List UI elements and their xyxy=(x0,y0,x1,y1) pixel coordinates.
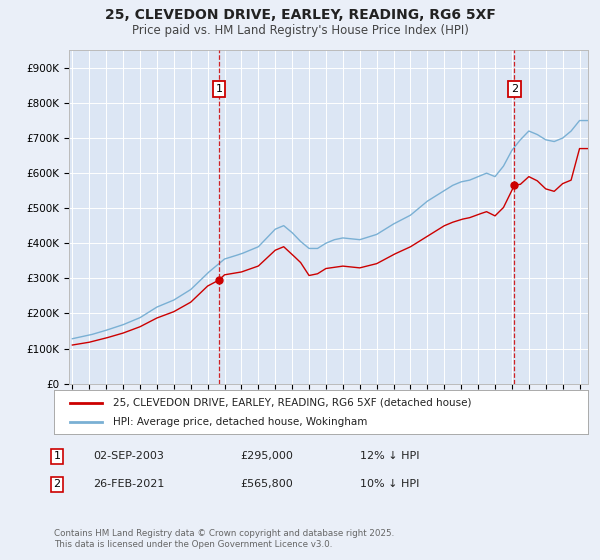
Text: Price paid vs. HM Land Registry's House Price Index (HPI): Price paid vs. HM Land Registry's House … xyxy=(131,24,469,36)
Text: £565,800: £565,800 xyxy=(240,479,293,489)
Text: Contains HM Land Registry data © Crown copyright and database right 2025.
This d: Contains HM Land Registry data © Crown c… xyxy=(54,529,394,549)
Text: 1: 1 xyxy=(215,84,223,94)
Text: HPI: Average price, detached house, Wokingham: HPI: Average price, detached house, Woki… xyxy=(113,417,367,427)
Text: 12% ↓ HPI: 12% ↓ HPI xyxy=(360,451,419,461)
Text: 2: 2 xyxy=(53,479,61,489)
Text: 02-SEP-2003: 02-SEP-2003 xyxy=(93,451,164,461)
Text: 26-FEB-2021: 26-FEB-2021 xyxy=(93,479,164,489)
Text: 25, CLEVEDON DRIVE, EARLEY, READING, RG6 5XF: 25, CLEVEDON DRIVE, EARLEY, READING, RG6… xyxy=(104,8,496,22)
Text: 25, CLEVEDON DRIVE, EARLEY, READING, RG6 5XF (detached house): 25, CLEVEDON DRIVE, EARLEY, READING, RG6… xyxy=(113,398,471,408)
Text: 1: 1 xyxy=(53,451,61,461)
Text: 2: 2 xyxy=(511,84,518,94)
Text: 10% ↓ HPI: 10% ↓ HPI xyxy=(360,479,419,489)
Text: £295,000: £295,000 xyxy=(240,451,293,461)
